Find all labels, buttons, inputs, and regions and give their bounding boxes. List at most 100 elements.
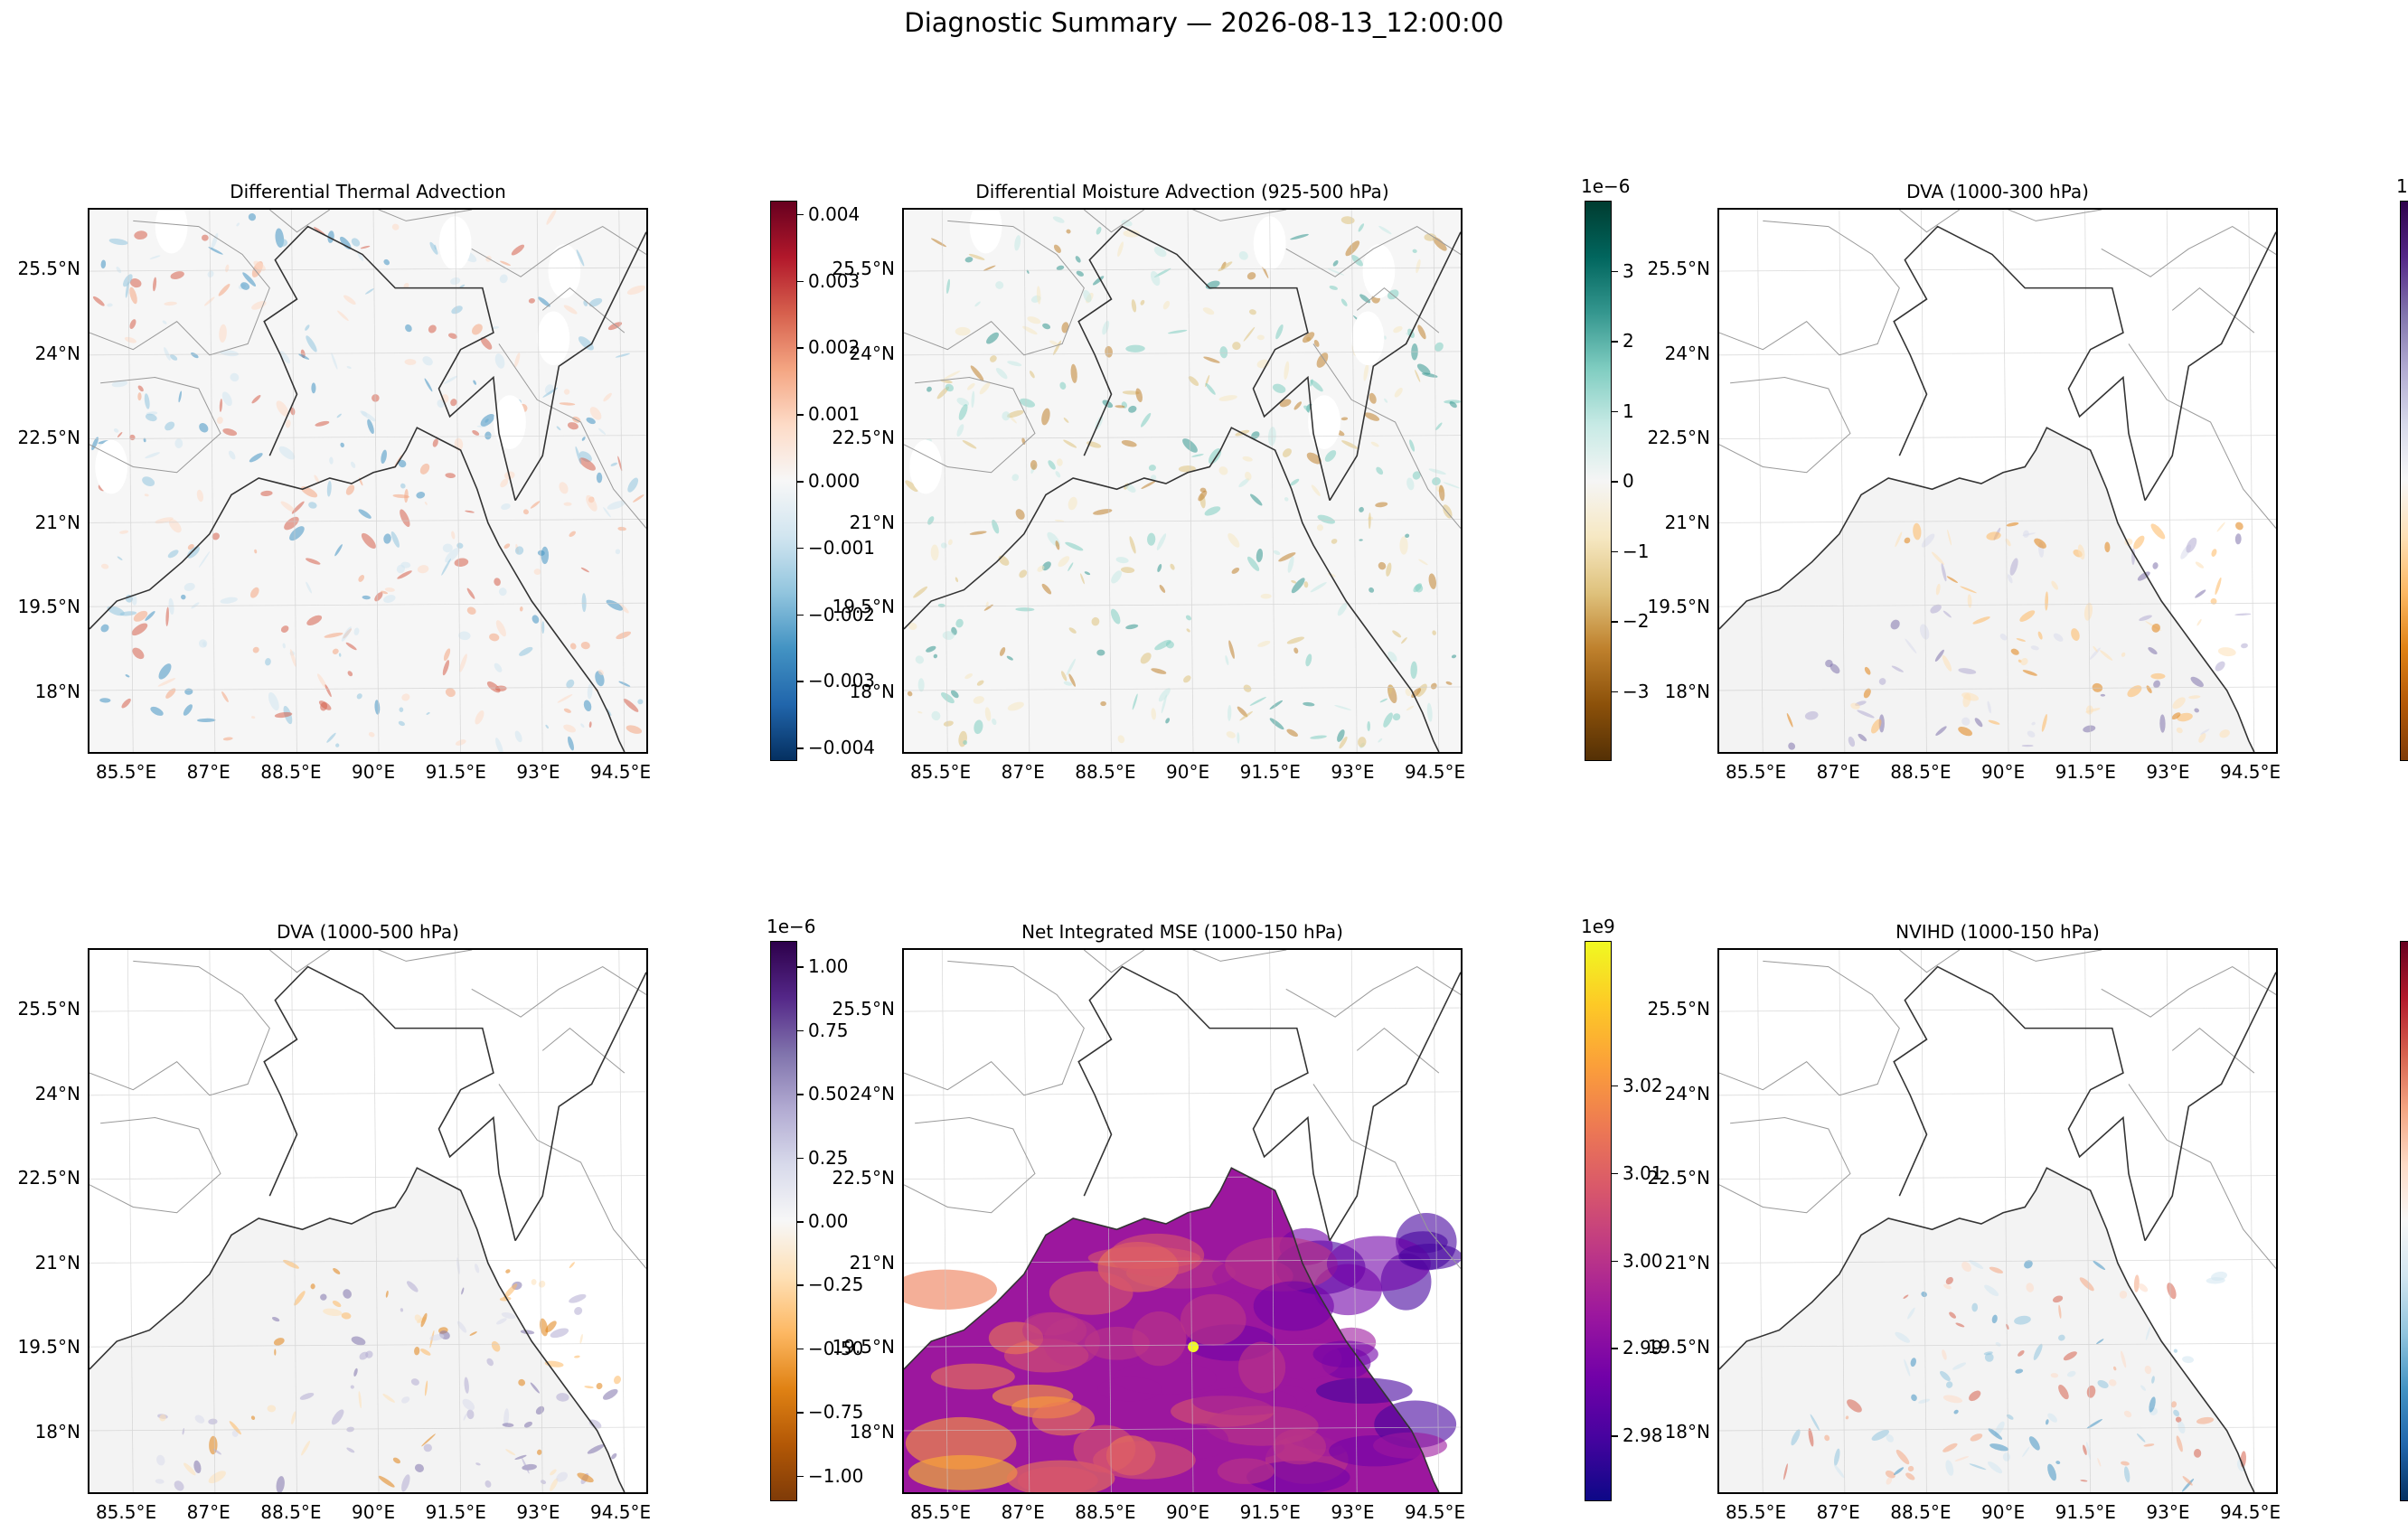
anomaly-streak <box>538 1280 546 1288</box>
anomaly-streak <box>503 1408 510 1427</box>
anomaly-streak <box>459 653 467 672</box>
anomaly-streak <box>1394 388 1403 398</box>
anomaly-streak <box>1191 454 1204 457</box>
missing-data-patch <box>969 210 1002 254</box>
state-boundaries <box>1719 950 2276 1269</box>
anomaly-streak <box>1443 482 1461 489</box>
anomaly-streak <box>1068 673 1077 687</box>
state-boundary <box>89 220 270 356</box>
state-boundary <box>1898 210 1961 233</box>
anomaly-streak <box>1416 363 1431 375</box>
anomaly-streak <box>221 391 232 407</box>
anomaly-streak <box>956 398 970 407</box>
anomaly-streak <box>2193 1449 2202 1458</box>
anomaly-streak <box>946 278 951 294</box>
mse-blob <box>1180 1293 1246 1346</box>
national-boundaries <box>1893 225 2276 502</box>
meridian <box>1433 210 1440 752</box>
parallel <box>1719 435 2276 440</box>
anomaly-streak <box>1942 1395 1963 1404</box>
anomaly-streak <box>107 303 113 307</box>
anomaly-streak <box>1850 702 1860 710</box>
anomaly-streak <box>308 502 317 509</box>
colorbar-tick <box>1612 691 1618 692</box>
anomaly-streak <box>1895 1449 1910 1465</box>
anomaly-streak <box>390 531 400 548</box>
colorbar-tick-label: 0.00 <box>808 1210 849 1232</box>
anomaly-streak <box>1041 583 1052 595</box>
anomaly-streak <box>350 1385 354 1389</box>
anomaly-streak <box>276 1476 285 1492</box>
anomaly-streak <box>99 698 111 703</box>
parallel <box>1719 1091 2276 1096</box>
mse-blob <box>1017 1466 1098 1492</box>
anomaly-streak <box>325 684 332 698</box>
anomaly-streak <box>443 375 458 384</box>
anomaly-streak <box>1359 506 1364 512</box>
anomaly-streak <box>962 439 977 449</box>
anomaly-streak <box>2019 610 2036 622</box>
anomaly-streak <box>559 402 576 406</box>
anomaly-streak <box>1027 316 1041 324</box>
anomaly-streak <box>242 272 257 287</box>
anomaly-streak <box>1161 694 1167 714</box>
anomaly-streak <box>1052 216 1065 223</box>
colorbar <box>1585 201 1612 761</box>
anomaly-streak <box>220 350 240 357</box>
anomaly-streak <box>1907 1307 1915 1320</box>
anomaly-streak <box>1331 539 1338 544</box>
parallel <box>89 686 646 691</box>
anomaly-streak <box>306 581 312 594</box>
anomaly-streak <box>926 645 936 653</box>
colorbar-tick <box>1612 1085 1618 1087</box>
colorbar-tick-label: 0.25 <box>808 1146 849 1169</box>
anomaly-streak <box>1316 352 1329 368</box>
anomaly-streak <box>1228 532 1240 548</box>
anomaly-streak <box>971 390 975 409</box>
anomaly-streak <box>252 646 259 653</box>
lon-tick-label: 91.5°E <box>425 1501 486 1523</box>
anomaly-streak <box>1857 710 1875 719</box>
anomaly-streak <box>423 1443 432 1452</box>
anomaly-streak <box>2167 1283 2177 1300</box>
anomaly-streak <box>1156 533 1167 550</box>
anomaly-streak <box>1891 665 1904 672</box>
anomaly-streak <box>999 646 1006 656</box>
anomaly-streak <box>117 431 123 437</box>
anomaly-streak <box>2188 695 2201 700</box>
anomaly-streak <box>1303 581 1309 588</box>
state-boundaries <box>89 950 646 1269</box>
anomaly-streak <box>420 1312 428 1328</box>
parallel <box>904 1091 1461 1096</box>
anomaly-streak <box>1409 439 1416 452</box>
anomaly-streak <box>1002 411 1011 421</box>
anomaly-streak <box>400 483 406 489</box>
anomaly-streak <box>579 1333 583 1344</box>
anomaly-streak <box>580 641 590 650</box>
colorbar-tick-label: 3.02 <box>1623 1074 1663 1096</box>
anomaly-streak <box>1833 1464 1845 1479</box>
anomaly-streak <box>597 669 604 676</box>
anomaly-streak <box>100 624 109 633</box>
parallel <box>1719 1175 2276 1180</box>
anomaly-streak <box>955 326 971 336</box>
meridian <box>1350 210 1358 752</box>
anomaly-streak <box>976 680 984 686</box>
anomaly-streak <box>603 507 611 518</box>
anomaly-streak <box>442 660 450 676</box>
anomaly-streak <box>1150 475 1157 481</box>
anomaly-streak <box>145 611 155 621</box>
anomaly-streak <box>503 1283 518 1299</box>
anomaly-streak <box>1337 602 1348 616</box>
anomaly-streak <box>2186 537 2197 553</box>
anomaly-streak <box>2215 577 2222 596</box>
colorbar-tick <box>797 966 804 968</box>
anomaly-streak <box>267 1405 277 1413</box>
state-boundary <box>1083 210 1145 233</box>
anomaly-streak <box>1935 726 1947 736</box>
anomaly-streak <box>2153 680 2160 689</box>
anomaly-streak <box>1418 559 1428 566</box>
missing-data-patch <box>1351 311 1385 366</box>
parallel <box>904 1259 1461 1264</box>
lon-tick-label: 91.5°E <box>425 761 486 783</box>
